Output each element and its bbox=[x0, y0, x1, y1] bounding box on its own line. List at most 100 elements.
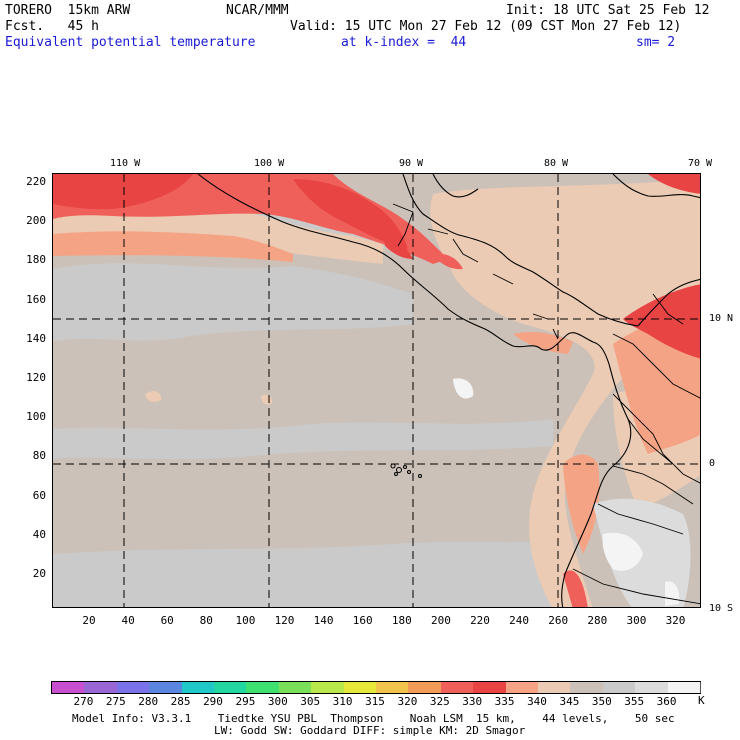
theta-e-map bbox=[53, 174, 700, 607]
init-time: Init: 18 UTC Sat 25 Feb 12 bbox=[506, 3, 710, 18]
legend-swatch bbox=[570, 682, 604, 693]
lat-label: 0 bbox=[709, 458, 716, 469]
x-grid-label: 320 bbox=[665, 614, 686, 627]
legend-swatch bbox=[635, 682, 669, 693]
legend-swatch bbox=[538, 682, 572, 693]
legend-swatch bbox=[505, 682, 539, 693]
level-index: at k-index = 44 bbox=[341, 35, 467, 50]
legend-swatch bbox=[84, 682, 118, 693]
forecast-hour: Fcst. 45 h bbox=[5, 19, 99, 34]
field-red-region bbox=[648, 174, 700, 194]
field-red-region bbox=[623, 284, 700, 359]
legend-label: 350 bbox=[591, 695, 612, 708]
legend-swatch bbox=[214, 682, 248, 693]
legend-label: 270 bbox=[73, 695, 94, 708]
legend-swatch bbox=[376, 682, 410, 693]
x-grid-label: 100 bbox=[235, 614, 256, 627]
legend-swatch bbox=[52, 682, 86, 693]
legend-swatch bbox=[278, 682, 313, 693]
legend-label: 300 bbox=[267, 695, 288, 708]
legend-label: 280 bbox=[138, 695, 159, 708]
lat-label: 10 N bbox=[709, 313, 734, 324]
y-grid-label: 20 bbox=[32, 567, 46, 580]
y-grid-label: 120 bbox=[26, 371, 46, 384]
lon-label: 90 W bbox=[399, 158, 424, 169]
x-grid-label: 80 bbox=[199, 614, 213, 627]
legend-label: 315 bbox=[365, 695, 385, 708]
map-panel bbox=[52, 173, 701, 608]
graticule bbox=[53, 174, 700, 607]
x-grid-label: 40 bbox=[121, 614, 135, 627]
field-name: Equivalent potential temperature bbox=[5, 35, 256, 50]
country-borders bbox=[392, 203, 700, 605]
legend-label: 360 bbox=[656, 695, 677, 708]
field-white-region bbox=[453, 378, 474, 399]
lon-label: 70 W bbox=[688, 158, 713, 169]
y-grid-label: 100 bbox=[26, 410, 46, 424]
legend-label: 285 bbox=[170, 695, 191, 708]
y-grid-label: 180 bbox=[26, 253, 46, 267]
legend-label: 325 bbox=[429, 695, 450, 708]
legend-label: 355 bbox=[624, 695, 645, 708]
organization: NCAR/MMM bbox=[226, 3, 289, 18]
field-gray-band bbox=[53, 263, 413, 342]
legend-swatch bbox=[473, 682, 507, 693]
model-info-line1: Model Info: V3.3.1 Tiedtke YSU PBL Thomp… bbox=[72, 712, 675, 725]
legend-swatch bbox=[440, 682, 475, 693]
field-peach-region bbox=[53, 204, 383, 264]
field-gray-band bbox=[53, 539, 573, 607]
y-grid-label: 160 bbox=[26, 292, 46, 306]
legend-label: 345 bbox=[559, 695, 580, 708]
legend-swatch bbox=[116, 682, 151, 693]
x-grid-label: 280 bbox=[587, 614, 608, 627]
legend-swatch bbox=[667, 682, 701, 693]
x-grid-label: 140 bbox=[313, 614, 334, 627]
field-peach-patch bbox=[145, 391, 162, 402]
field-salmon-region bbox=[53, 231, 293, 262]
legend-label: 295 bbox=[235, 695, 256, 708]
legend-swatch bbox=[408, 682, 442, 693]
legend-swatch bbox=[602, 682, 637, 693]
coastline bbox=[197, 174, 632, 607]
y-grid-label: 200 bbox=[26, 214, 46, 228]
field-peach-region bbox=[430, 179, 700, 607]
legend-label: 335 bbox=[494, 695, 515, 708]
lon-label: 80 W bbox=[544, 158, 569, 169]
color-legend bbox=[51, 681, 701, 694]
x-grid-label: 60 bbox=[160, 614, 174, 627]
y-grid-label: 40 bbox=[32, 527, 46, 541]
smoothing: sm= 2 bbox=[636, 35, 676, 50]
field-red-region bbox=[53, 174, 193, 210]
legend-unit: K bbox=[698, 694, 705, 707]
legend-label: 290 bbox=[203, 695, 223, 708]
x-grid-label: 160 bbox=[352, 614, 373, 627]
y-grid-label: 60 bbox=[32, 488, 46, 502]
legend-label: 340 bbox=[527, 695, 547, 708]
field-salmon-region bbox=[563, 454, 600, 554]
y-grid-label: 220 bbox=[26, 175, 46, 188]
legend-label: 275 bbox=[105, 695, 126, 708]
legend-swatch bbox=[181, 682, 215, 693]
field-white-region bbox=[602, 532, 643, 571]
legend-swatch bbox=[343, 682, 377, 693]
x-grid-label: 300 bbox=[626, 614, 647, 627]
x-grid-label: 220 bbox=[470, 614, 490, 627]
field-gray-band bbox=[53, 419, 553, 460]
coastline bbox=[432, 174, 479, 198]
x-grid-label: 20 bbox=[82, 614, 96, 627]
legend-label: 330 bbox=[462, 695, 483, 708]
model-info-line2: LW: Godd SW: Goddard DIFF: simple KM: 2D… bbox=[214, 724, 526, 737]
valid-time: Valid: 15 UTC Mon 27 Feb 12 (09 CST Mon … bbox=[290, 19, 682, 34]
y-grid-label: 80 bbox=[32, 449, 46, 463]
legend-label: 305 bbox=[300, 695, 321, 708]
coastline bbox=[612, 174, 700, 199]
field-red-region bbox=[383, 234, 413, 259]
model-name: TORERO 15km ARW bbox=[5, 3, 131, 18]
lon-label: 110 W bbox=[110, 158, 141, 169]
legend-swatch bbox=[311, 682, 345, 693]
field-red-region bbox=[563, 570, 588, 607]
field-peach-patch bbox=[533, 542, 549, 556]
field-red-region bbox=[433, 253, 463, 270]
x-grid-label: 260 bbox=[548, 614, 569, 627]
x-grid-label: 180 bbox=[391, 614, 412, 627]
